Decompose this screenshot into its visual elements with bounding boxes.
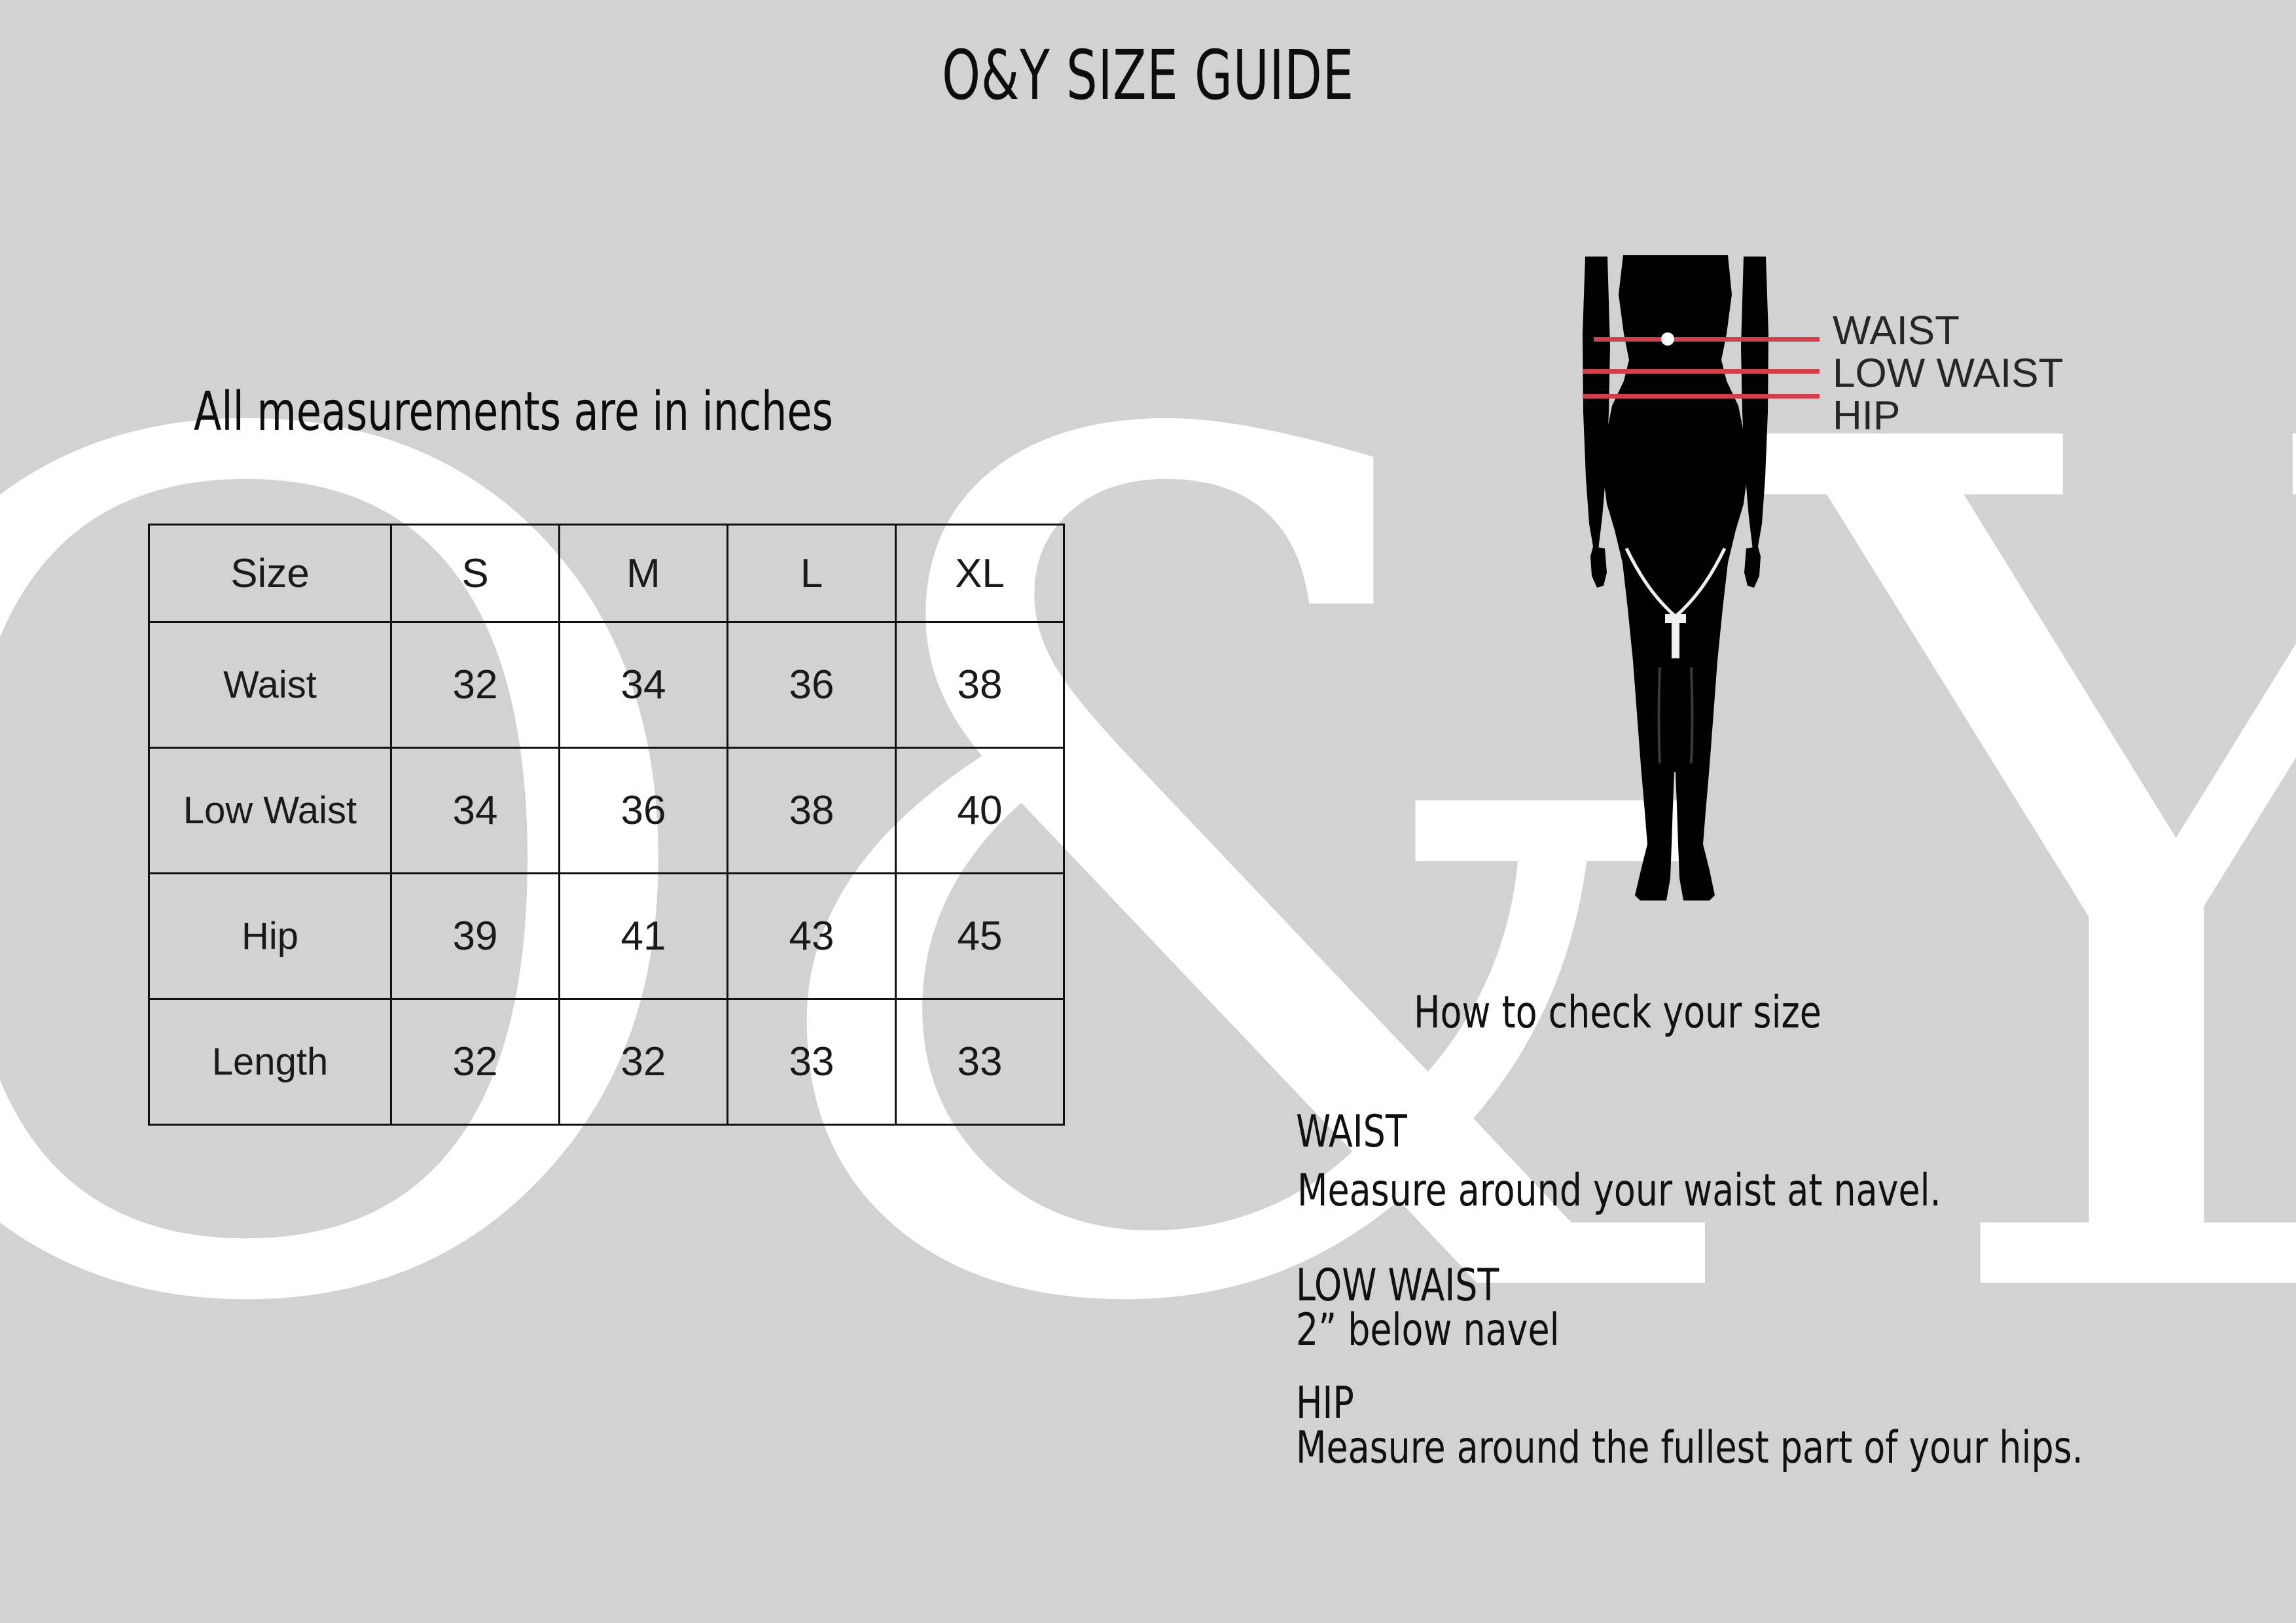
table-cell: 32 bbox=[558, 998, 728, 1126]
table-cell: 32 bbox=[390, 998, 560, 1126]
howto-heading-hip: HIP bbox=[1296, 1378, 1354, 1429]
table-cell: 36 bbox=[726, 621, 897, 749]
table-cell: 34 bbox=[390, 747, 560, 874]
table-cell: 38 bbox=[895, 621, 1065, 749]
table-cell: 41 bbox=[558, 872, 728, 1000]
table-header-row: Size S M L XL bbox=[148, 524, 1065, 623]
torso-and-legs-shape bbox=[1603, 255, 1748, 901]
table-cell: 38 bbox=[726, 747, 897, 874]
table-cell: 40 bbox=[895, 747, 1065, 874]
row-label: Low Waist bbox=[148, 747, 392, 874]
row-label: Waist bbox=[148, 621, 392, 749]
row-label: Hip bbox=[148, 872, 392, 1000]
table-cell: 32 bbox=[390, 621, 560, 749]
callout-low-waist: LOW WAIST bbox=[1833, 351, 2064, 396]
table-cell: 36 bbox=[558, 747, 728, 874]
row-label: Length bbox=[148, 998, 392, 1126]
bikini-center-shape bbox=[1665, 614, 1686, 658]
table-header-cell: M bbox=[558, 524, 728, 623]
howto-body-hip: Measure around the fullest part of your … bbox=[1296, 1422, 2083, 1474]
table-header-cell: Size bbox=[148, 524, 392, 623]
table-header-cell: L bbox=[726, 524, 897, 623]
howto-body-waist: Measure around your waist at navel. bbox=[1297, 1165, 1941, 1217]
low-waist-measurement-line bbox=[1583, 369, 1820, 374]
table-cell: 33 bbox=[726, 998, 897, 1126]
callout-waist: WAIST bbox=[1833, 308, 1960, 353]
table-cell: 34 bbox=[558, 621, 728, 749]
howto-heading-waist: WAIST bbox=[1296, 1106, 1407, 1158]
table-row: Hip 39 41 43 45 bbox=[148, 872, 1065, 1000]
table-cell: 43 bbox=[726, 872, 897, 1000]
right-hand-shape bbox=[1744, 546, 1761, 588]
left-arm-shape bbox=[1583, 257, 1610, 550]
leg-separation-line bbox=[1657, 667, 1661, 764]
howto-title: How to check your size bbox=[1414, 987, 1821, 1039]
table-row: Low Waist 34 36 38 40 bbox=[148, 747, 1065, 874]
waist-measurement-line bbox=[1594, 337, 1820, 342]
table-cell: 39 bbox=[390, 872, 560, 1000]
size-chart-table: Size S M L XL Waist 32 34 36 38 Low Wais… bbox=[148, 524, 1065, 1126]
female-body-silhouette bbox=[1583, 255, 1768, 901]
table-header-cell: S bbox=[390, 524, 560, 623]
navel-marker-dot bbox=[1661, 332, 1674, 346]
callout-hip: HIP bbox=[1833, 393, 1901, 438]
table-row: Waist 32 34 36 38 bbox=[148, 621, 1065, 749]
page-title: O&Y SIZE GUIDE bbox=[942, 35, 1354, 115]
leg-separation-line bbox=[1690, 667, 1694, 764]
howto-body-low-waist: 2” below navel bbox=[1296, 1304, 1560, 1356]
howto-heading-low-waist: LOW WAIST bbox=[1296, 1260, 1499, 1311]
hip-measurement-line bbox=[1583, 394, 1820, 399]
table-header-cell: XL bbox=[895, 524, 1065, 623]
table-cell: 45 bbox=[895, 872, 1065, 1000]
measurements-units-note: All measurements are in inches bbox=[194, 381, 833, 443]
table-row: Length 32 32 33 33 bbox=[148, 998, 1065, 1126]
table-cell: 33 bbox=[895, 998, 1065, 1126]
right-arm-shape bbox=[1741, 257, 1768, 550]
left-hand-shape bbox=[1590, 546, 1607, 588]
